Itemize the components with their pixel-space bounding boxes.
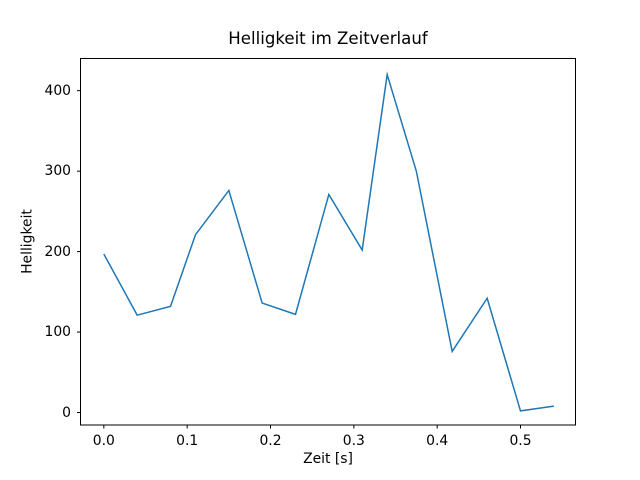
y-axis-label: Helligkeit: [19, 209, 36, 274]
axes-frame: [80, 58, 576, 426]
x-axis-label: Zeit [s]: [303, 451, 353, 467]
y-tick-label: 300: [44, 163, 71, 180]
x-tick-label: 0.5: [509, 433, 532, 449]
y-tick-label: 400: [44, 82, 71, 99]
x-tick-label: 0.1: [176, 433, 199, 449]
y-tick-label: 200: [44, 243, 71, 260]
x-tick-label: 0.3: [342, 433, 365, 449]
x-tick-label: 0.4: [426, 433, 449, 449]
y-tick-label: 100: [44, 324, 71, 341]
y-tick-label: 0: [62, 404, 71, 421]
x-tick-label: 0.2: [259, 433, 282, 449]
data-line: [103, 71, 554, 412]
x-tick-label: 0.0: [92, 433, 115, 449]
chart-title: Helligkeit im Zeitverlauf: [228, 29, 428, 48]
